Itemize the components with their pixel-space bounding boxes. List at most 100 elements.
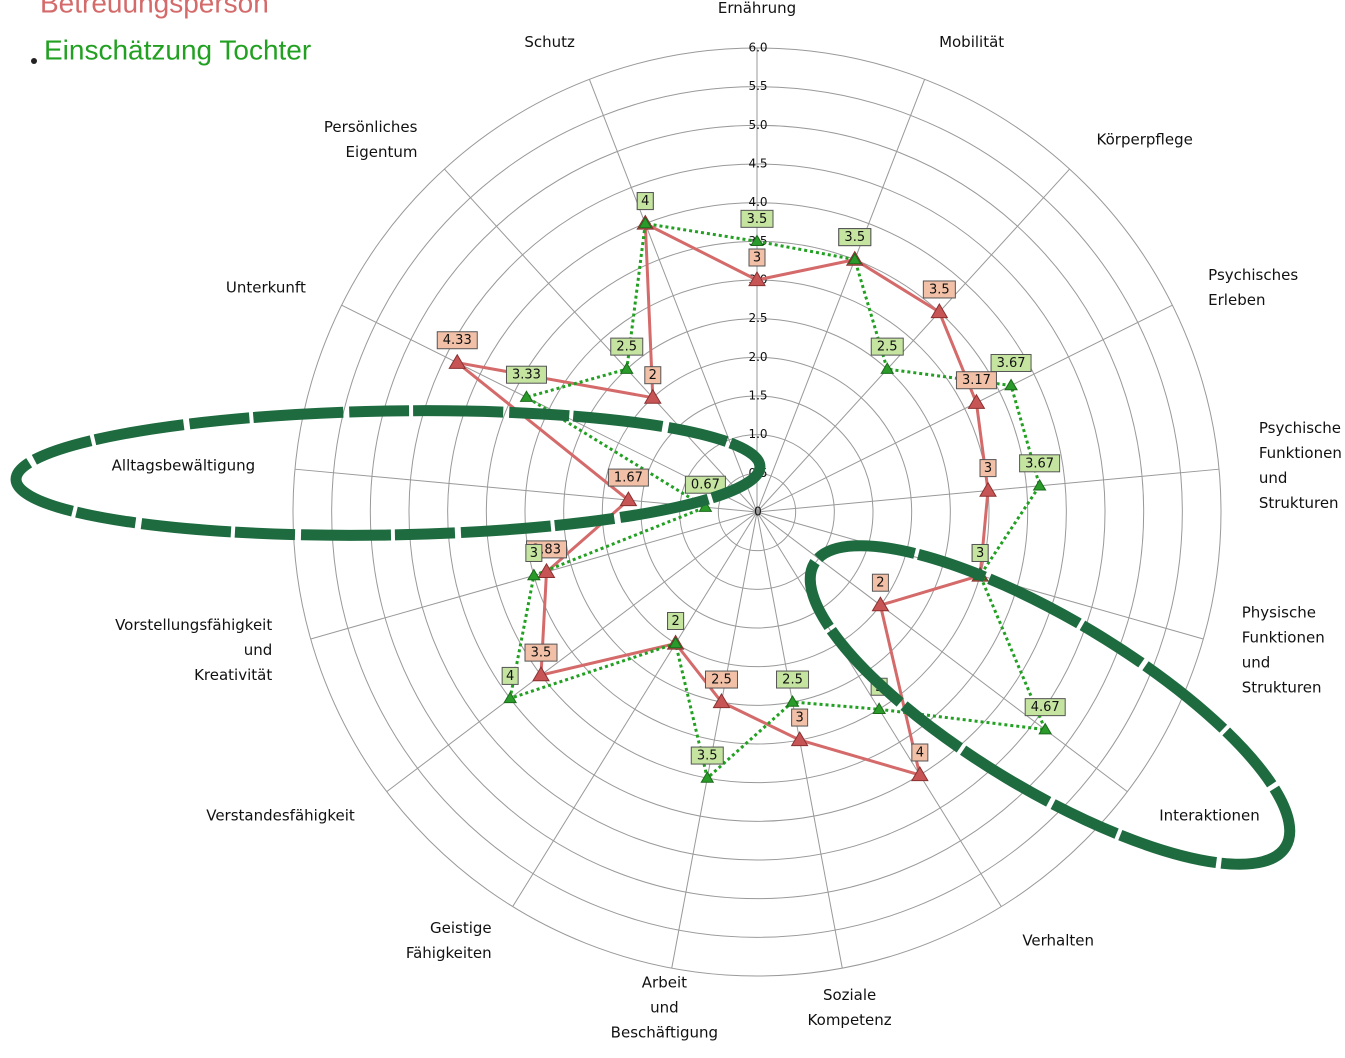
category-label: Physische Funktionen und Strukturen bbox=[1242, 603, 1325, 696]
spoke bbox=[588, 79, 758, 513]
value-label-box bbox=[525, 543, 543, 562]
category-label-line: und bbox=[1242, 653, 1271, 671]
category-label-line: und bbox=[1259, 468, 1288, 486]
category-label-line: Verstandesfähigkeit bbox=[206, 806, 355, 824]
data-point bbox=[748, 271, 766, 287]
category-label: Unterkunft bbox=[226, 278, 306, 296]
spoke bbox=[756, 79, 926, 513]
category-label-line: Vorstellungsfähigkeit bbox=[115, 615, 272, 633]
value-label: 3 bbox=[976, 546, 984, 561]
annotation-ellipse bbox=[804, 540, 1296, 870]
value-label-box bbox=[740, 209, 774, 228]
plot: 33.53.53.17332432.523.52.831.674.33243.5… bbox=[436, 192, 1066, 783]
value-label-box bbox=[667, 612, 685, 631]
tick-label: 4.0 bbox=[748, 195, 767, 209]
category-label-line: Verhalten bbox=[1022, 931, 1094, 949]
spoke bbox=[756, 304, 1173, 513]
category-label-line: Erleben bbox=[1208, 290, 1265, 308]
category-label-line: Interaktionen bbox=[1159, 806, 1260, 824]
tick-label: 2.5 bbox=[748, 311, 767, 325]
category-label-line: Körperpflege bbox=[1097, 130, 1193, 148]
value-label: 3.5 bbox=[531, 646, 552, 661]
category-label: Verhalten bbox=[1022, 931, 1094, 949]
category-label: Körperpflege bbox=[1097, 130, 1193, 148]
category-label-line: und bbox=[244, 640, 273, 658]
value-label-box bbox=[684, 475, 726, 494]
value-label-box bbox=[1019, 454, 1061, 473]
data-point bbox=[503, 691, 518, 704]
data-point bbox=[910, 766, 929, 782]
category-label-line: Arbeit bbox=[642, 973, 687, 991]
value-label: 3.67 bbox=[1025, 456, 1054, 471]
category-label: Mobilität bbox=[939, 33, 1004, 51]
tick-label: 6.0 bbox=[748, 41, 767, 55]
data-point bbox=[847, 252, 862, 265]
category-label: Alltagsbewältigung bbox=[112, 456, 256, 474]
value-label-box bbox=[1024, 698, 1066, 717]
tick-label: 5.5 bbox=[748, 79, 767, 93]
spoke bbox=[756, 511, 1128, 793]
category-label: Ernährung bbox=[718, 0, 796, 17]
value-label-box bbox=[838, 228, 872, 247]
value-label: 4 bbox=[916, 746, 924, 761]
value-label-box bbox=[922, 280, 956, 299]
spoke bbox=[671, 511, 758, 969]
value-label: 3.5 bbox=[929, 282, 950, 297]
tick-label: 1.5 bbox=[748, 389, 767, 403]
category-label-line: Strukturen bbox=[1242, 678, 1322, 696]
value-label-box bbox=[704, 670, 738, 689]
data-point bbox=[712, 693, 731, 709]
spoke bbox=[444, 168, 758, 513]
data-point bbox=[643, 388, 662, 404]
value-label: 0.67 bbox=[691, 478, 720, 493]
data-point bbox=[967, 393, 986, 409]
data-point bbox=[880, 362, 895, 374]
tick-label: 1.0 bbox=[748, 427, 767, 441]
value-label-box bbox=[791, 708, 809, 727]
value-label: 4.33 bbox=[443, 333, 472, 348]
category-label-line: Funktionen bbox=[1242, 628, 1325, 646]
value-label: 3.5 bbox=[844, 230, 865, 245]
value-label-box bbox=[644, 366, 662, 385]
category-label: Schutz bbox=[524, 33, 575, 51]
data-point bbox=[871, 596, 890, 612]
data-point bbox=[526, 568, 541, 581]
data-point bbox=[872, 702, 887, 714]
category-label: Persönliches Eigentum bbox=[324, 118, 418, 161]
category-label-line: Fähigkeiten bbox=[406, 944, 492, 962]
value-label: 2 bbox=[649, 368, 657, 383]
legend-label: Einschätzung Tochter bbox=[44, 34, 311, 65]
tick-label: 5.0 bbox=[748, 118, 767, 132]
data-point bbox=[1032, 478, 1047, 491]
tick-label: 0 bbox=[754, 505, 762, 519]
data-point bbox=[790, 731, 809, 747]
category-label-line: Mobilität bbox=[939, 33, 1004, 51]
category-label-line: Persönliches bbox=[324, 118, 418, 136]
value-label-box bbox=[979, 459, 997, 478]
data-point bbox=[638, 216, 653, 229]
data-point bbox=[979, 481, 997, 497]
value-label-box bbox=[776, 670, 810, 689]
data-point bbox=[519, 390, 534, 402]
value-label: 3 bbox=[530, 546, 538, 561]
value-label: 3 bbox=[795, 711, 803, 726]
category-label-line: Ernährung bbox=[718, 0, 796, 17]
category-label: Geistige Fähigkeiten bbox=[406, 919, 492, 962]
value-label: 2 bbox=[671, 614, 679, 629]
tick-label: 2.0 bbox=[748, 350, 767, 364]
value-label-box bbox=[610, 337, 644, 356]
data-point bbox=[668, 636, 683, 649]
category-label: Soziale Kompetenz bbox=[808, 985, 892, 1028]
category-label: Arbeit und Beschäftigung bbox=[611, 973, 718, 1041]
data-point bbox=[537, 562, 556, 578]
value-label: 3.67 bbox=[997, 356, 1026, 371]
category-label-line: Eigentum bbox=[346, 143, 418, 161]
data-point bbox=[448, 353, 467, 369]
category-label-line: Beschäftigung bbox=[611, 1023, 718, 1041]
spoke bbox=[512, 511, 758, 907]
data-point bbox=[930, 302, 949, 319]
value-label: 3.5 bbox=[697, 749, 718, 764]
legend-marker bbox=[31, 58, 37, 64]
value-label: 1.67 bbox=[614, 471, 643, 486]
